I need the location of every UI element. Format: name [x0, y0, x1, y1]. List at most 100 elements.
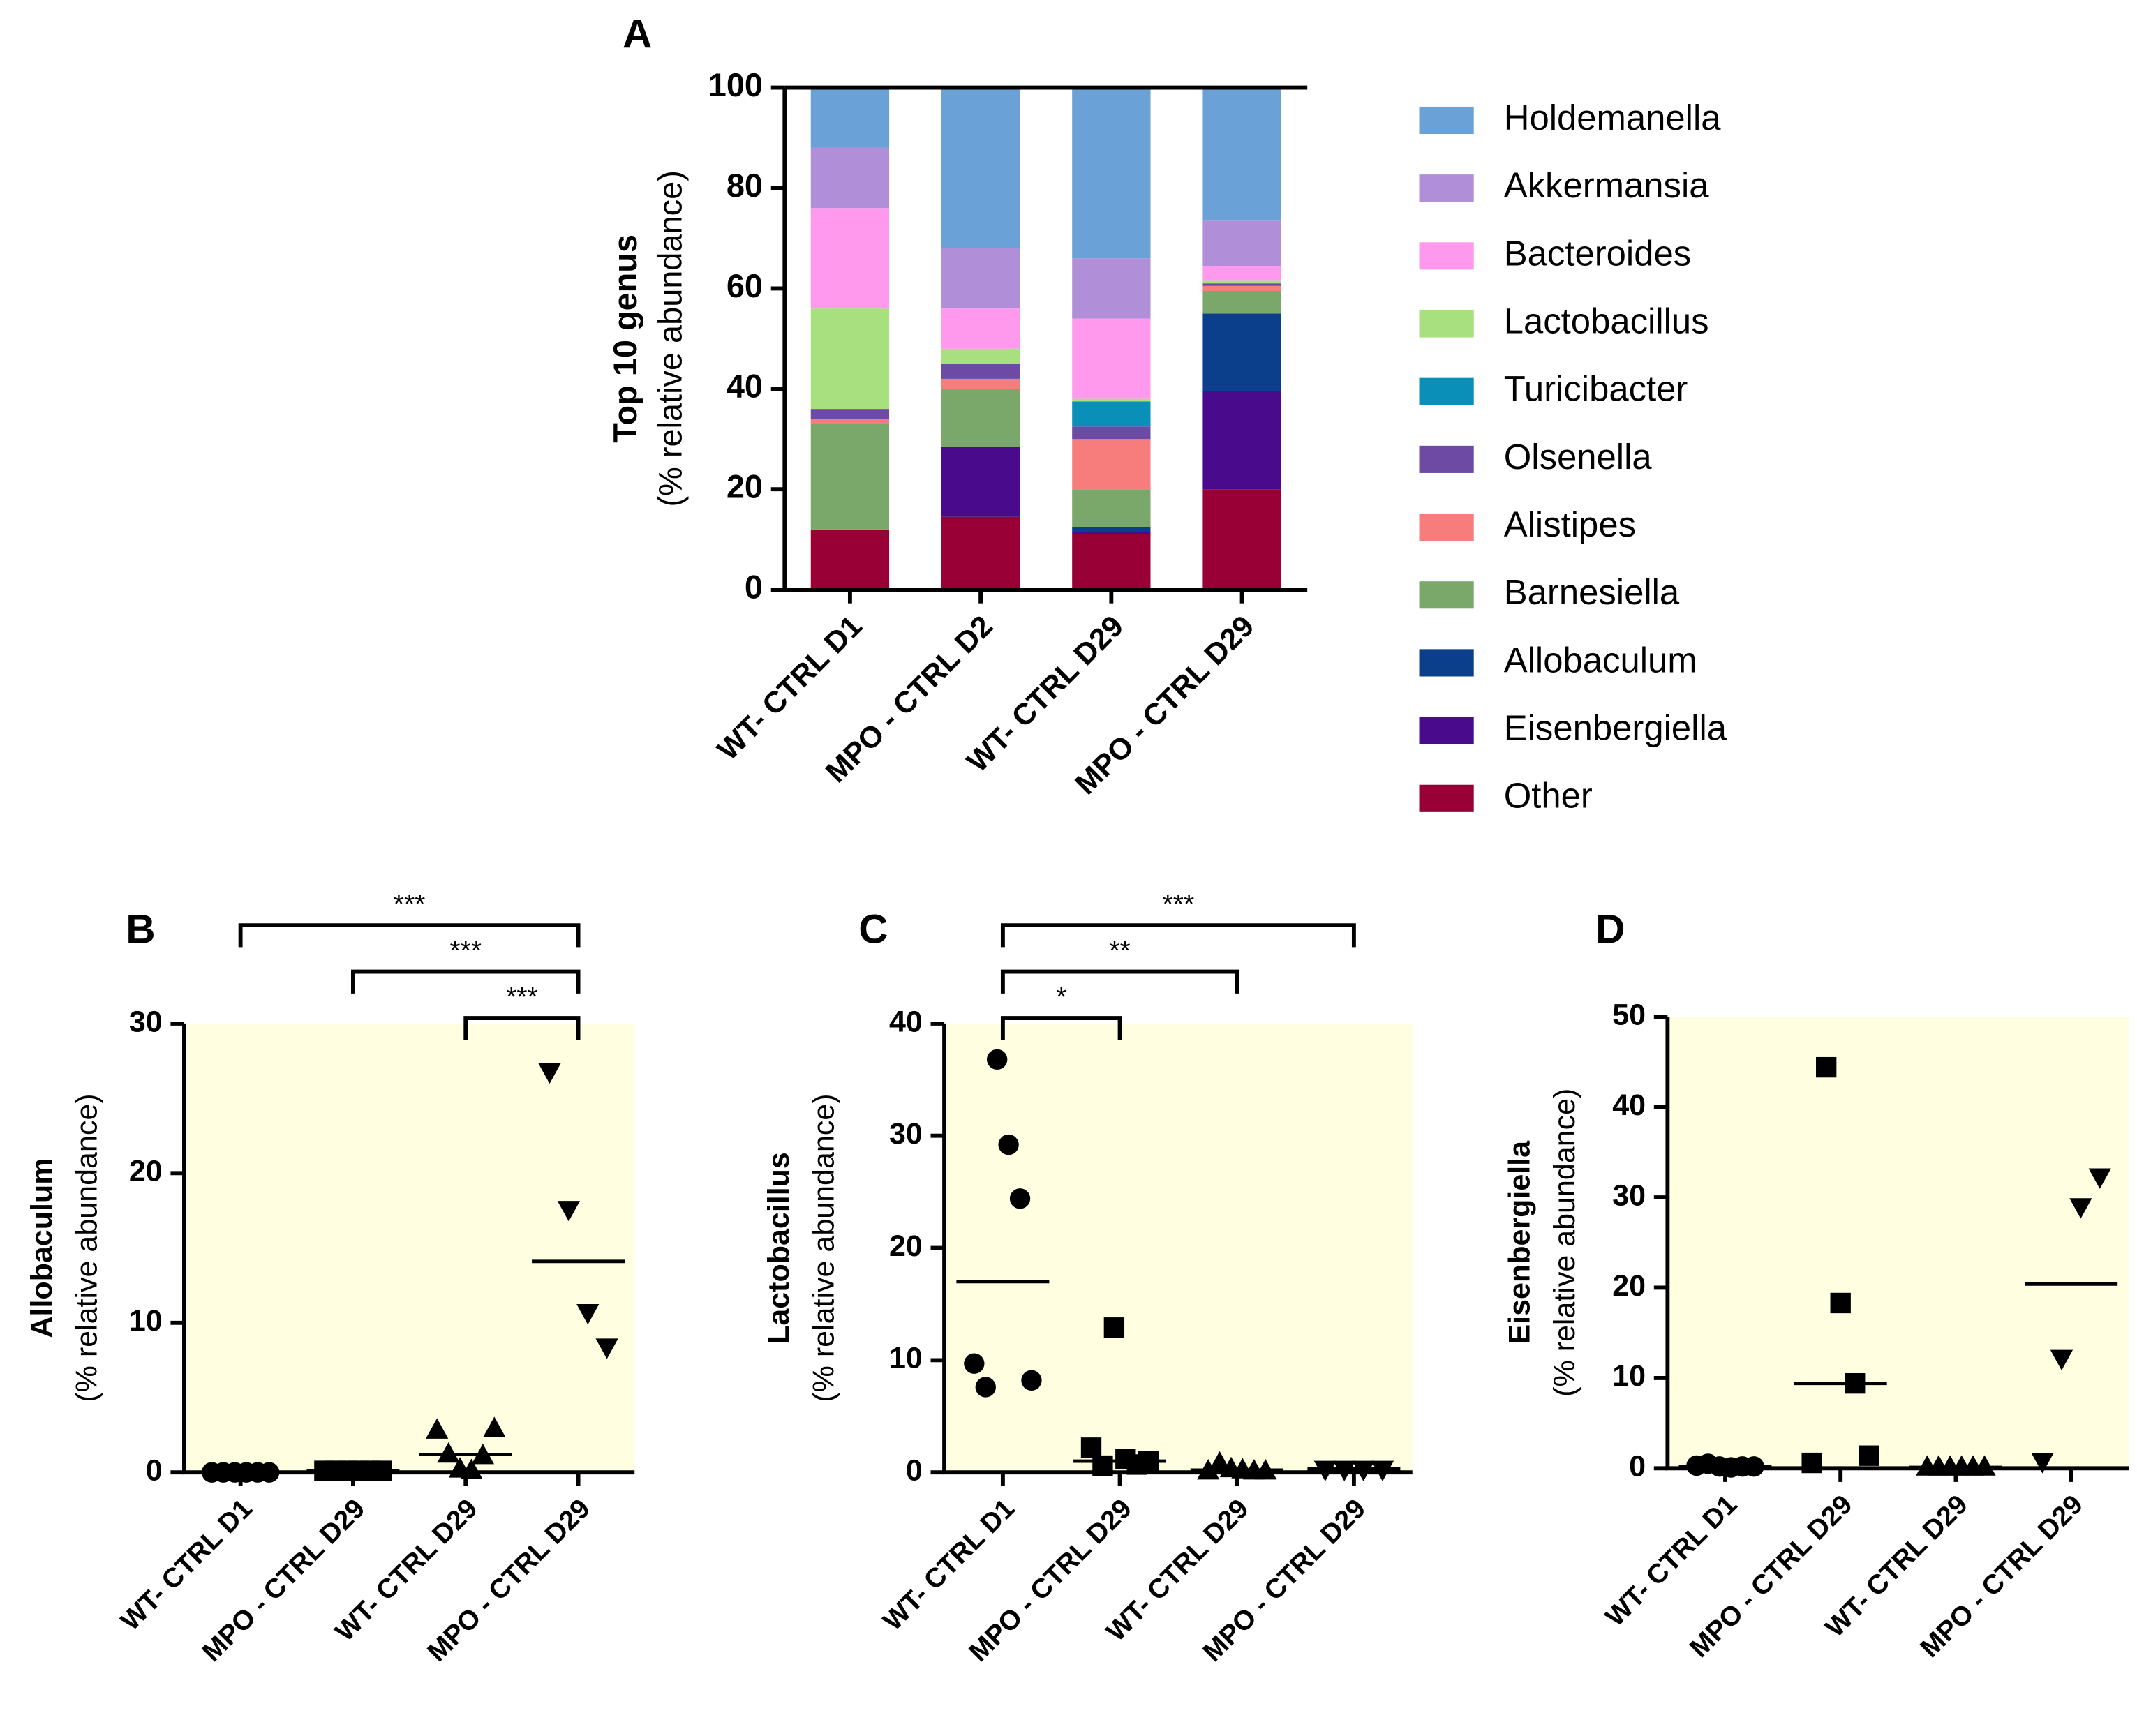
bar-segment: [941, 87, 1020, 248]
bar-segment: [941, 389, 1020, 447]
legend-label: Holdemanella: [1504, 98, 1722, 137]
bar-segment: [810, 308, 890, 410]
data-point: [437, 1442, 460, 1463]
y-tick-label: 0: [906, 1454, 923, 1488]
panel-title: A: [623, 12, 652, 57]
y-tick-label: 20: [727, 469, 763, 505]
data-point: [2069, 1198, 2092, 1219]
legend-label: Turicibacter: [1504, 369, 1688, 409]
bar-segment: [810, 529, 890, 590]
y-tick-label: 0: [146, 1454, 163, 1488]
bar-segment: [1072, 87, 1151, 259]
significance-bracket: [1000, 969, 1239, 994]
legend-label: Lactobacillus: [1504, 301, 1709, 341]
legend-label: Olsenella: [1504, 437, 1653, 477]
significance-label: **: [1109, 936, 1130, 966]
legend-swatch: [1419, 514, 1474, 541]
legend-swatch: [1419, 310, 1474, 338]
y-axis-label: (% relative abundance): [807, 1093, 840, 1402]
bar-segment: [941, 308, 1020, 349]
data-point: [964, 1353, 985, 1374]
bar-segment: [1072, 318, 1151, 399]
legend-label: Alistipes: [1504, 504, 1636, 544]
significance-label: ***: [449, 936, 482, 966]
significance-label: ***: [1163, 890, 1195, 920]
y-tick-label: 30: [129, 1005, 163, 1038]
bar-segment: [1072, 398, 1151, 402]
panel-title: D: [1595, 906, 1625, 952]
legend-label: Akkermansia: [1504, 165, 1710, 205]
data-point: [1208, 1451, 1231, 1472]
data-point: [557, 1201, 581, 1222]
bar-segment: [941, 364, 1020, 379]
significance-label: *: [1056, 982, 1066, 1012]
legend-swatch: [1419, 649, 1474, 677]
axes: [182, 1023, 635, 1475]
bar-segment: [941, 516, 1020, 590]
significance-bracket: [1000, 1016, 1122, 1040]
bar-segment: [941, 248, 1020, 309]
data-point: [1973, 1455, 1996, 1476]
y-tick-label: 40: [1612, 1088, 1646, 1122]
y-axis-label: Top 10 genus: [607, 234, 643, 443]
y-tick-label: 0: [745, 569, 763, 606]
axes: [1665, 1017, 2129, 1471]
bar-segment: [810, 147, 890, 209]
bar-segment: [941, 378, 1020, 389]
bar-segment: [1202, 391, 1281, 490]
y-tick-label: 10: [1612, 1359, 1646, 1393]
bar-segment: [1072, 426, 1151, 440]
bar-segment: [810, 419, 890, 424]
significance-bracket: [463, 1016, 581, 1040]
bar-segment: [1202, 313, 1281, 391]
data-point: [2050, 1349, 2073, 1371]
data-point: [595, 1338, 618, 1359]
data-point: [1830, 1292, 1851, 1314]
bar-segment: [1202, 283, 1281, 286]
data-point: [576, 1304, 600, 1325]
y-tick-label: 20: [129, 1155, 163, 1188]
y-tick-label: 40: [889, 1005, 923, 1038]
bar-segment: [810, 208, 890, 309]
legend-label: Bacteroides: [1504, 233, 1691, 273]
y-tick-label: 100: [708, 67, 763, 103]
y-tick-label: 10: [129, 1304, 163, 1338]
y-axis-label: Allobaculum: [25, 1158, 59, 1338]
bar-segment: [1072, 527, 1151, 532]
significance-bracket: [1000, 923, 1356, 948]
legend-swatch: [1419, 174, 1474, 202]
legend-swatch: [1419, 445, 1474, 473]
y-tick-label: 60: [727, 268, 763, 304]
data-point: [1080, 1437, 1102, 1458]
legend-swatch: [1419, 784, 1474, 812]
bar-segment: [1202, 280, 1281, 284]
panel-title: B: [126, 906, 155, 952]
y-tick-label: 30: [889, 1117, 923, 1151]
significance-label: ***: [506, 982, 538, 1012]
bar-segment: [1202, 285, 1281, 291]
bar-segment: [810, 87, 890, 148]
y-axis-label: Eisenbergiella: [1503, 1140, 1537, 1345]
y-axis-label: (% relative abundance): [1548, 1088, 1581, 1397]
panel-title: C: [858, 906, 888, 952]
legend-swatch: [1419, 106, 1474, 135]
y-axis-label: (% relative abundance): [652, 170, 688, 507]
data-point: [426, 1418, 449, 1439]
bar-segment: [1202, 220, 1281, 267]
data-point: [1009, 1188, 1031, 1209]
bar-segment: [941, 348, 1020, 364]
data-point: [2088, 1168, 2111, 1189]
data-point: [1103, 1317, 1125, 1338]
y-axis-label: (% relative abundance): [70, 1093, 103, 1402]
data-point: [975, 1377, 996, 1398]
significance-bracket: [238, 923, 581, 948]
y-tick-label: 10: [889, 1342, 923, 1375]
data-point: [1816, 1056, 1837, 1078]
legend-swatch: [1419, 377, 1474, 405]
bar-segment: [1202, 266, 1281, 281]
y-tick-label: 20: [1612, 1269, 1646, 1303]
bar-segment: [941, 447, 1020, 517]
data-point: [998, 1134, 1019, 1155]
bar-segment: [1202, 87, 1281, 221]
